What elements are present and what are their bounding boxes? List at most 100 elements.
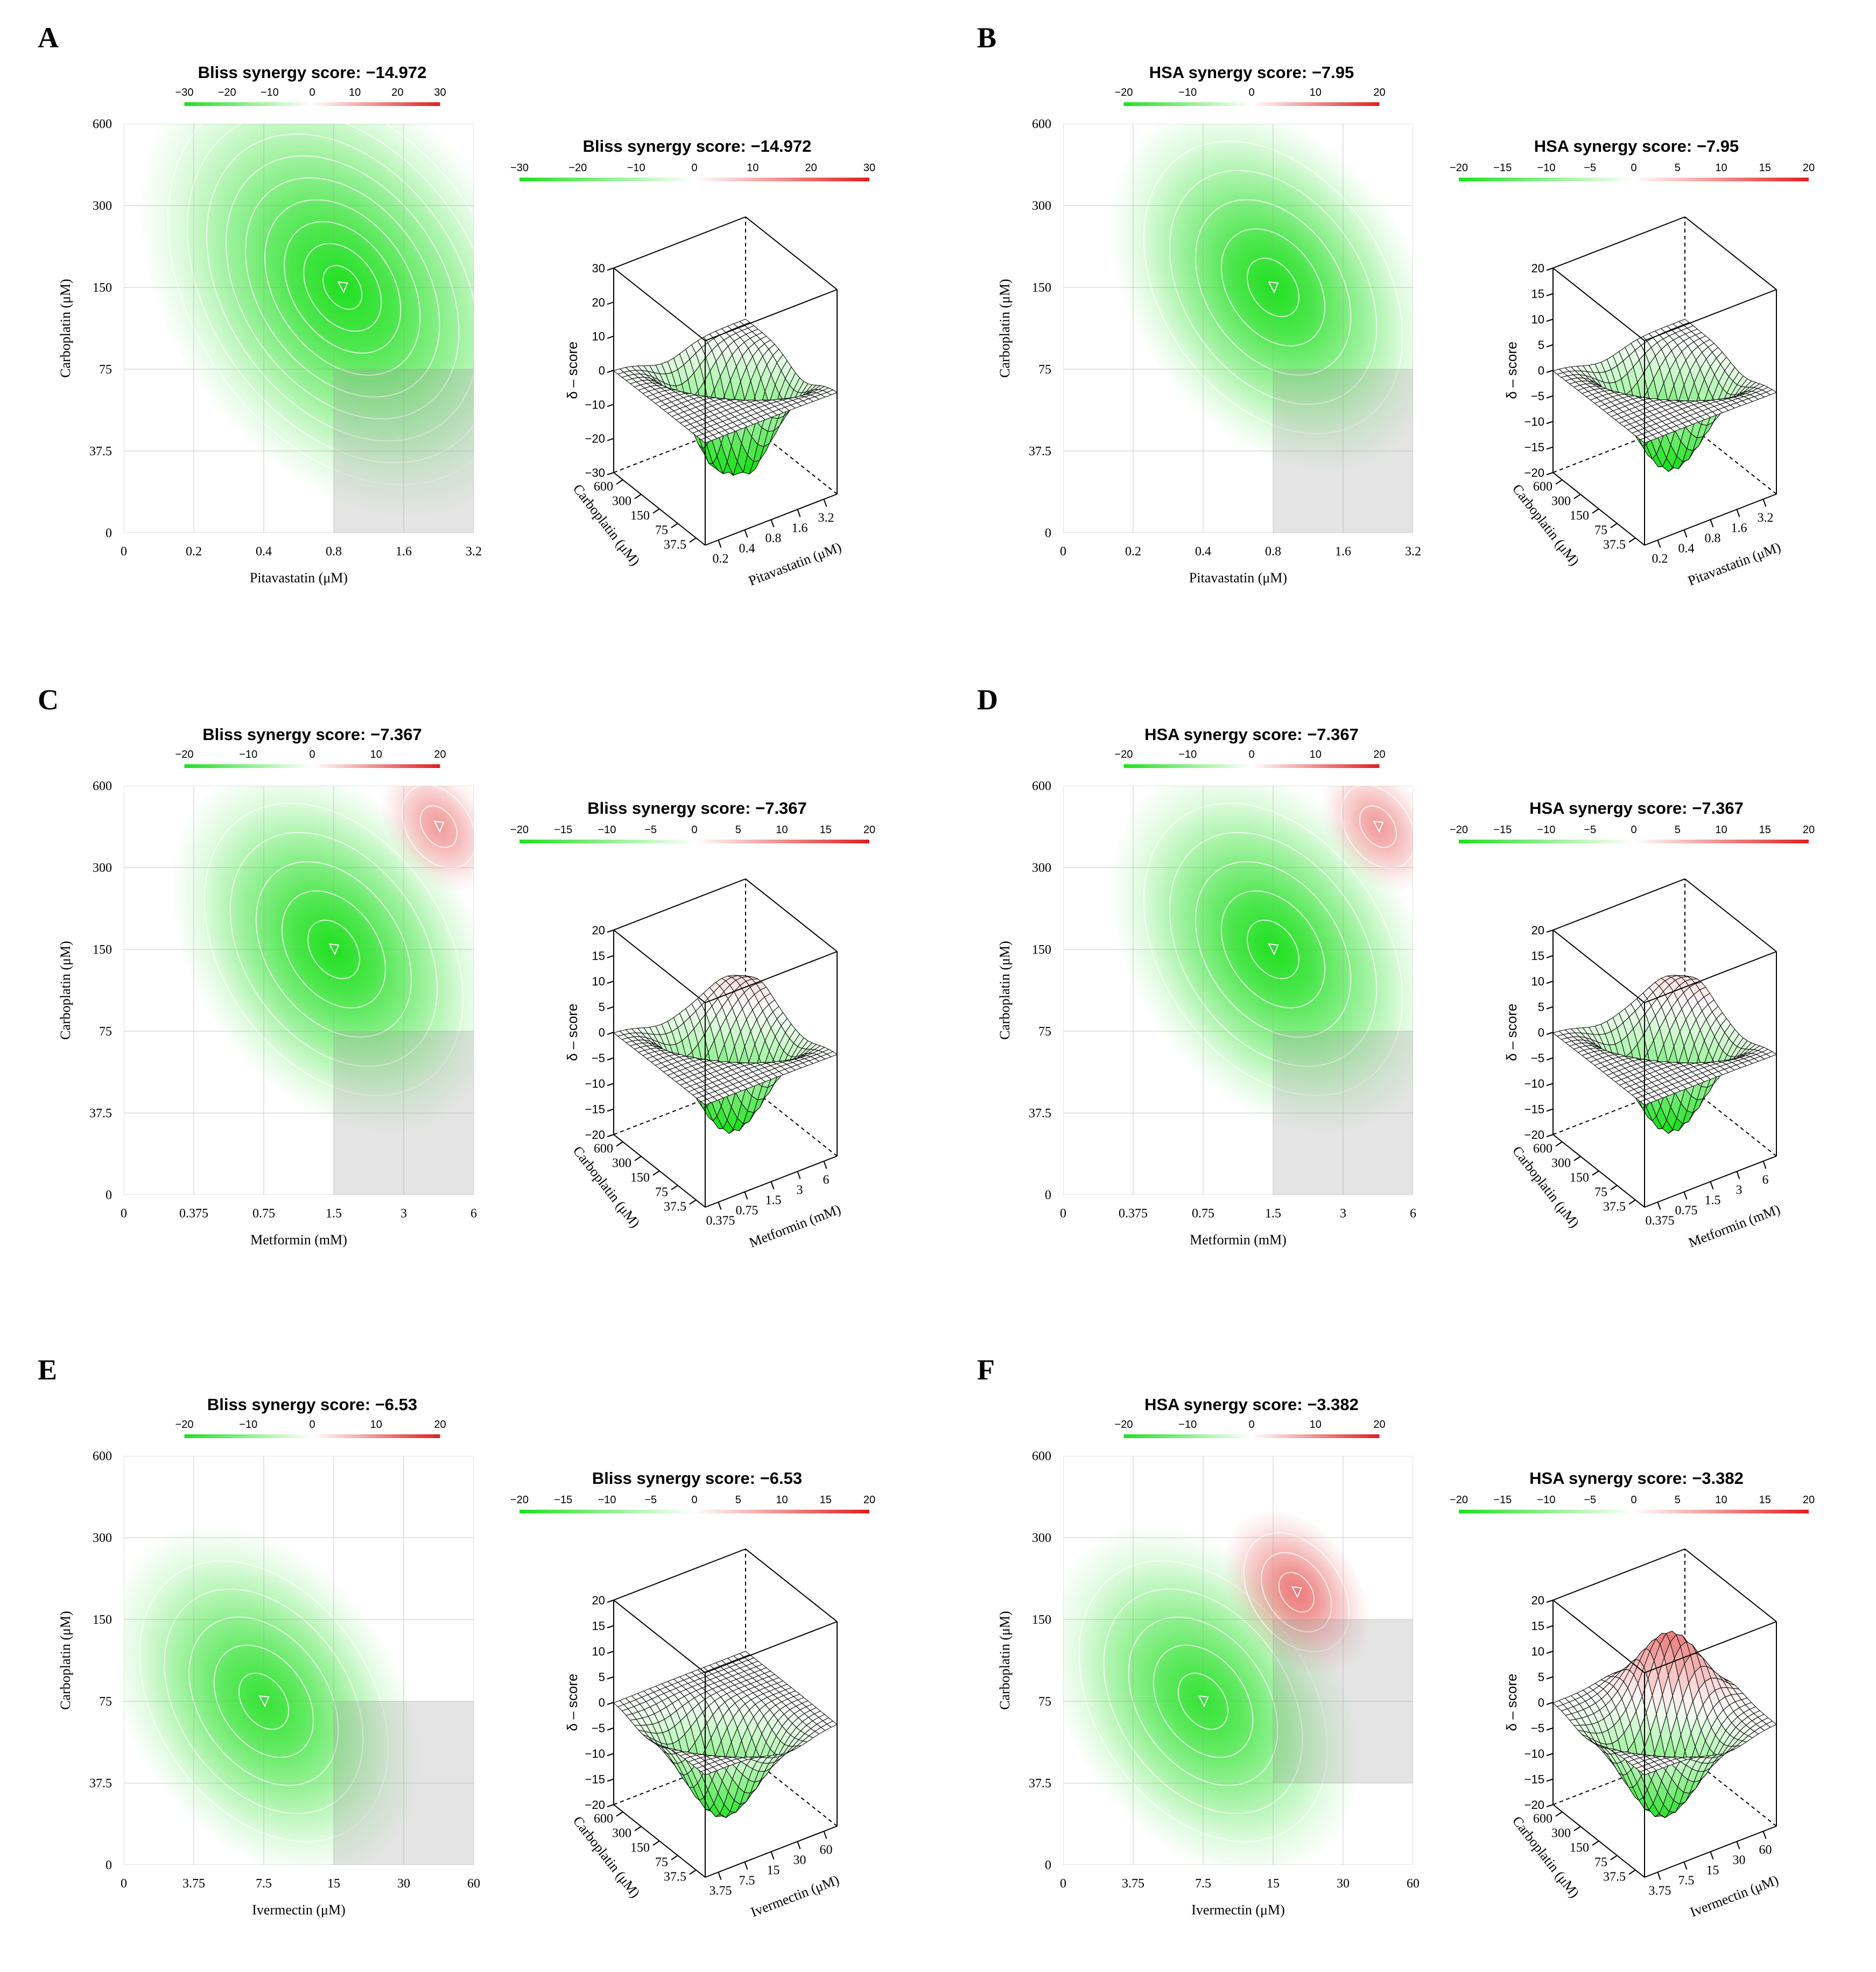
surface-y-tick-mark — [1610, 523, 1618, 529]
heatmap-y-label: Carboplatin (μM) — [997, 279, 1013, 378]
surface-x-tick-mark — [770, 1181, 775, 1189]
heatmap-y-tick: 600 — [93, 1449, 112, 1463]
surface-x-tick-mark — [718, 1872, 722, 1880]
surface-z-tick-mark — [1546, 344, 1554, 348]
surface-legend-tick: −20 — [568, 162, 587, 174]
surface-y-tick: 600 — [594, 1142, 613, 1156]
panel-d: D HSA synergy score: −7.367 −20 −10 0 10 20 0 0.… — [977, 684, 1815, 1251]
surface-legend-colorbar — [519, 178, 869, 181]
surface-z-tick-mark — [607, 1753, 614, 1756]
heatmap-y-tick: 0 — [1045, 1188, 1051, 1202]
surface-box-edge — [1684, 1083, 1777, 1157]
heatmap-legend-tick: 10 — [1310, 87, 1322, 98]
surface-legend-tick: −30 — [510, 162, 529, 174]
surface-box-edge — [1684, 878, 1777, 952]
surface-y-tick-mark — [1628, 1199, 1636, 1205]
surface-z-tick: −10 — [585, 398, 605, 411]
heatmap-legend-tick: 10 — [370, 749, 382, 760]
surface-y-tick-mark — [616, 479, 623, 485]
surface-z-tick: 20 — [1531, 262, 1544, 275]
heatmap-y-tick: 300 — [1032, 199, 1051, 213]
surface-legend-tick: 10 — [776, 824, 788, 836]
surface-y-tick: 300 — [612, 1157, 631, 1171]
heatmap-y-tick: 600 — [93, 117, 112, 131]
surface-x-tick: 3 — [1736, 1184, 1742, 1198]
surface-box-edge — [613, 1600, 706, 1673]
surface-z-tick: 10 — [592, 1645, 605, 1658]
surface-x-tick: 1.5 — [1705, 1194, 1721, 1208]
surface-box-edge — [613, 216, 746, 269]
surface-box-edge — [613, 878, 746, 931]
surface-x-tick-mark — [744, 530, 748, 538]
surface-x-tick-mark — [770, 1851, 775, 1860]
heatmap-legend-tick: 10 — [349, 87, 361, 98]
surface-box-edge — [613, 1548, 746, 1601]
surface-z-tick-mark — [607, 955, 614, 959]
heatmap-contour — [1169, 832, 1378, 1067]
surface-box-edge — [705, 1621, 838, 1673]
heatmap-contour — [1195, 861, 1352, 1038]
heatmap-legend-tick: 20 — [1373, 87, 1385, 98]
heatmap-legend-tick: −20 — [175, 1419, 194, 1431]
surface-y-tick: 150 — [630, 1171, 650, 1185]
heatmap-x-label: Ivermectin (μM) — [1191, 1902, 1284, 1918]
surface-z-tick: −10 — [1524, 1747, 1544, 1760]
panel-c: C Bliss synergy score: −7.367 −20 −10 0 10 20 0… — [38, 684, 875, 1251]
surface-legend-tick: 10 — [747, 162, 758, 174]
surface-z-tick: 20 — [592, 1594, 605, 1607]
surface-legend-colorbar — [1459, 1510, 1809, 1513]
heatmap-plot — [124, 124, 474, 533]
panel-a: A Bliss synergy score: −14.972 −30 −20 −10 0 1… — [38, 22, 875, 589]
surface-z-tick: 0 — [1538, 1696, 1544, 1709]
surface-y-tick: 300 — [612, 495, 631, 509]
surface-z-tick: −10 — [1524, 415, 1544, 428]
surface-legend-tick: 10 — [1715, 824, 1727, 836]
surface-z-tick-mark — [1546, 319, 1554, 322]
surface-x-tick: 0.375 — [706, 1214, 735, 1228]
surface-z-tick: 0 — [599, 364, 605, 377]
surface-facet — [700, 1098, 712, 1105]
surface-y-tick-mark — [1592, 1170, 1599, 1176]
surface-legend-tick: −5 — [1584, 162, 1596, 174]
surface-z-tick: −10 — [1524, 1077, 1544, 1090]
heatmap-x-tick: 0 — [1060, 545, 1066, 559]
surface-legend-tick: 15 — [820, 1494, 832, 1506]
heatmap-x-tick: 6 — [470, 1207, 477, 1221]
heatmap-y-label: Carboplatin (μM) — [997, 1611, 1013, 1710]
surface-box-edge — [745, 216, 838, 290]
surface-y-tick-mark — [671, 523, 678, 529]
surface-z-label: δ – score — [564, 342, 580, 399]
surface-legend-tick: −20 — [510, 1494, 529, 1506]
heatmap-x-tick: 0.2 — [186, 545, 202, 559]
surface-legend-tick: −10 — [627, 162, 645, 174]
surface-y-tick-mark — [652, 1170, 660, 1176]
surface-legend-tick: −15 — [1493, 824, 1512, 836]
surface-legend-tick: 5 — [735, 824, 741, 836]
heatmap-y-label: Carboplatin (μM) — [58, 941, 73, 1040]
heatmap-x-tick: 60 — [467, 1877, 480, 1891]
heatmap-contour — [167, 124, 474, 485]
surface-z-tick: −5 — [1531, 1052, 1544, 1065]
heatmap-plot — [1063, 786, 1413, 1195]
surface-z-tick-mark — [607, 1057, 614, 1061]
surface-z-label: δ – score — [1503, 342, 1520, 399]
surface-x-tick-mark — [823, 499, 827, 507]
surface-legend-tick: 5 — [1675, 1494, 1681, 1506]
heatmap-contour — [255, 861, 412, 1038]
surface-legend-tick: 0 — [1631, 824, 1636, 836]
surface-y-tick-mark — [652, 508, 660, 514]
surface-y-tick-mark — [1592, 508, 1599, 514]
surface-z-tick-mark — [1546, 1134, 1554, 1137]
heatmap-contour — [284, 221, 402, 354]
surface-z-tick-mark — [607, 1804, 614, 1807]
surface-x-tick: 30 — [793, 1854, 806, 1868]
heatmap-y-tick: 37.5 — [1029, 1777, 1051, 1791]
surface-x-tick: 0.8 — [765, 532, 782, 546]
surface-z-tick-mark — [1546, 1006, 1554, 1010]
surface-z-tick: −20 — [585, 1128, 605, 1142]
surface-y-label: Carboplatin (μM) — [1509, 1143, 1583, 1231]
heatmap-legend-colorbar — [184, 102, 440, 106]
surface-title: HSA synergy score: −7.95 — [1534, 137, 1739, 156]
surface-z-tick-mark — [1546, 370, 1554, 373]
surface-mesh — [613, 1651, 838, 1819]
